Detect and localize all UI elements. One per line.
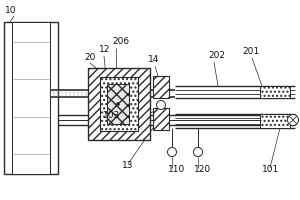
- Text: 14: 14: [148, 55, 159, 64]
- Circle shape: [194, 148, 202, 156]
- Text: 206: 206: [112, 37, 129, 46]
- Bar: [260, 114, 290, 128]
- Bar: [12, 22, 50, 174]
- Bar: [260, 86, 290, 98]
- Circle shape: [287, 114, 298, 126]
- Bar: [100, 77, 138, 131]
- Bar: [4, 22, 58, 174]
- Text: 110: 110: [168, 165, 185, 174]
- Text: 202: 202: [208, 51, 225, 60]
- Text: 13: 13: [122, 161, 134, 170]
- Text: 20: 20: [84, 53, 95, 62]
- Text: 201: 201: [242, 47, 259, 56]
- Circle shape: [157, 100, 166, 110]
- Bar: [153, 76, 169, 98]
- Text: 10: 10: [5, 6, 16, 15]
- Text: 101: 101: [262, 165, 279, 174]
- Text: 12: 12: [99, 45, 110, 54]
- Circle shape: [116, 102, 119, 106]
- Text: 103: 103: [103, 111, 121, 120]
- Circle shape: [167, 148, 176, 156]
- Text: 120: 120: [194, 165, 211, 174]
- Bar: [88, 68, 150, 140]
- Bar: [107, 84, 129, 124]
- Bar: [153, 108, 169, 130]
